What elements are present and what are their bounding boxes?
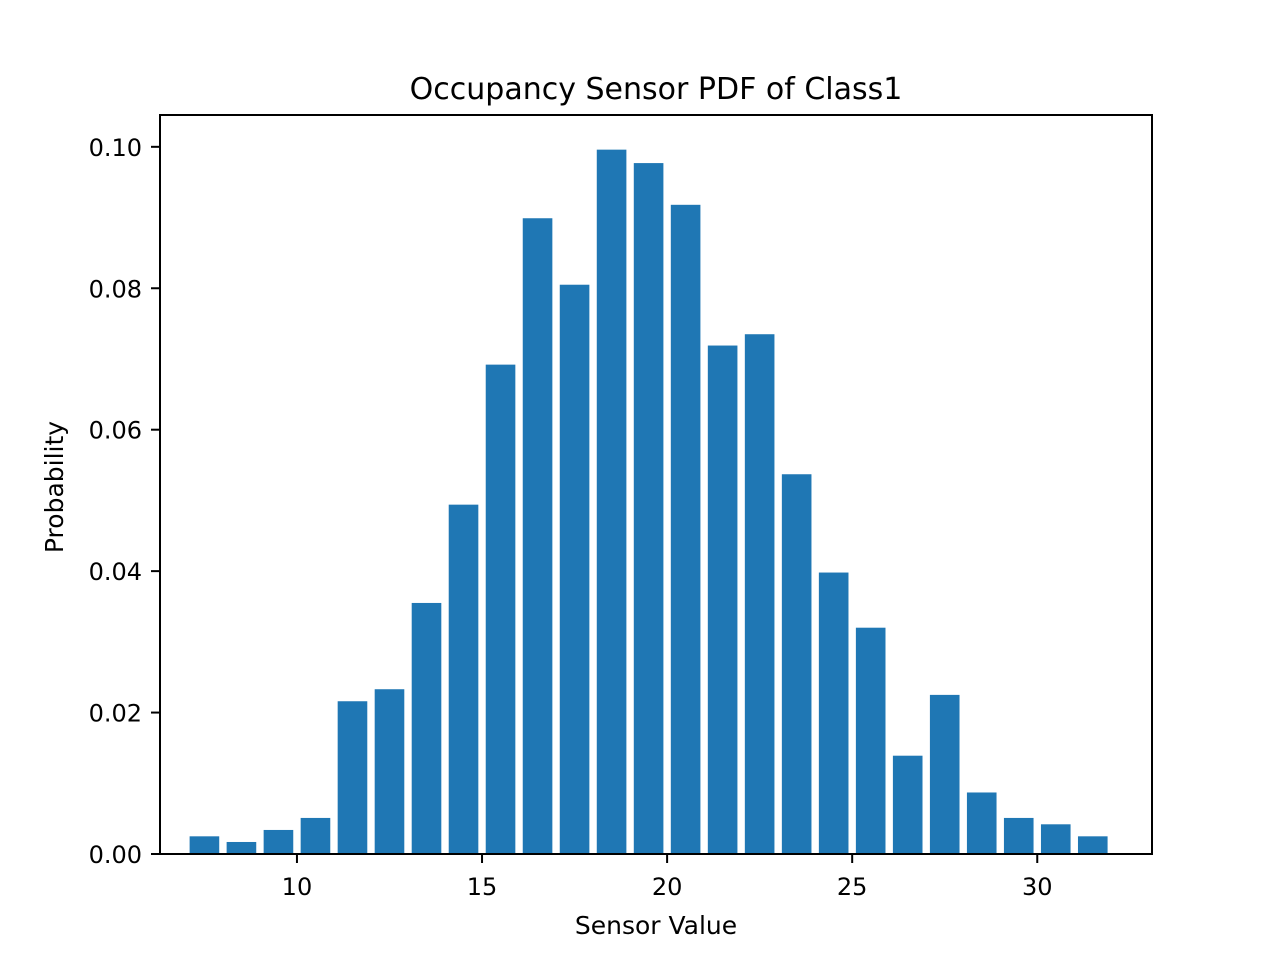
y-tick-label: 0.00 [89, 841, 142, 869]
bar [818, 572, 849, 854]
bar [411, 602, 442, 854]
bars [189, 149, 1108, 855]
y-tick-label: 0.06 [89, 417, 142, 445]
x-tick-label: 15 [467, 873, 498, 901]
x-axis-ticks: 10 15 20 25 30 [282, 854, 1053, 901]
bar [300, 817, 331, 854]
bar [263, 829, 294, 854]
bar [633, 163, 664, 855]
bar [855, 627, 886, 854]
bar [559, 284, 590, 854]
bar [1003, 817, 1034, 854]
y-axis-ticks: 0.00 0.02 0.04 0.06 0.08 0.10 [89, 134, 160, 869]
x-tick-label: 20 [652, 873, 683, 901]
bar [1077, 836, 1108, 854]
bar [707, 345, 738, 854]
bar [1040, 824, 1071, 854]
chart-title: Occupancy Sensor PDF of Class1 [410, 72, 903, 107]
y-tick-label: 0.02 [89, 700, 142, 728]
bar [226, 841, 257, 854]
bar [485, 364, 516, 854]
y-axis-label: Probability [40, 421, 69, 553]
y-tick-label: 0.10 [89, 134, 142, 162]
bar [966, 792, 997, 854]
x-tick-label: 25 [837, 873, 868, 901]
x-tick-label: 30 [1022, 873, 1053, 901]
y-tick-label: 0.04 [89, 558, 142, 586]
y-tick-label: 0.08 [89, 275, 142, 303]
bar [596, 149, 627, 854]
x-tick-label: 10 [282, 873, 313, 901]
bar [892, 755, 923, 854]
bar [337, 701, 368, 854]
plot-frame [159, 114, 1153, 855]
bar [670, 204, 701, 855]
bar [522, 218, 553, 854]
bar [781, 474, 812, 854]
bar [448, 504, 479, 854]
x-axis-label: Sensor Value [575, 911, 737, 940]
bar [374, 689, 405, 854]
bar [929, 694, 960, 854]
bar [744, 334, 775, 855]
bar [189, 836, 220, 854]
